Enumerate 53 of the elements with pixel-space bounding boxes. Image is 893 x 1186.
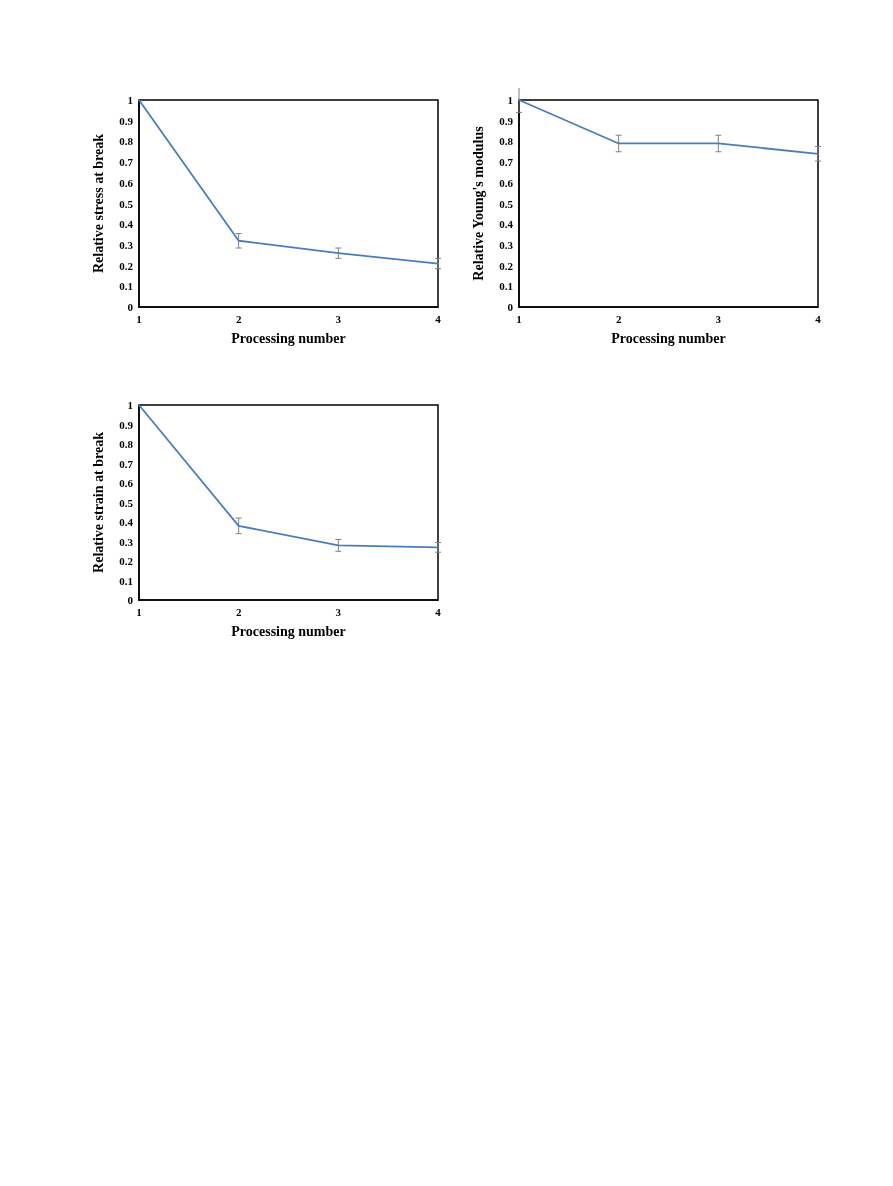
y-axis-title: Relative stress at break — [90, 133, 106, 274]
x-tick-label: 2 — [235, 312, 242, 325]
y-tick-label: 0.6 — [119, 176, 134, 189]
x-tick-label: 4 — [815, 312, 822, 325]
y-tick-label: 1 — [127, 94, 133, 106]
y-tick-label: 0.5 — [119, 197, 134, 210]
y-tick-label: 0.1 — [119, 574, 133, 587]
y-axis-title: Relative strain at break — [90, 431, 106, 573]
x-tick-label: 4 — [435, 312, 442, 325]
line-series — [138, 99, 439, 265]
y-tick-label: 1 — [507, 94, 513, 106]
y-tick-label: 0.9 — [119, 418, 134, 431]
y-tick-label: 0.5 — [119, 496, 134, 509]
y-tick-label: 0.2 — [499, 259, 514, 272]
y-tick-label: 0.3 — [499, 238, 514, 251]
y-tick-label: 0.3 — [119, 535, 134, 548]
y-tick-label: 0.7 — [499, 156, 514, 169]
x-tick-label: 2 — [235, 605, 242, 618]
y-tick-label: 0.5 — [499, 197, 514, 210]
y-axis-title: Relative Young's modulus — [470, 125, 486, 281]
y-tick-label: 0 — [127, 594, 134, 606]
y-tick-label: 0.9 — [499, 114, 514, 127]
y-tick-label: 0.1 — [119, 280, 133, 293]
y-tick-label: 0.8 — [119, 438, 134, 450]
line-series — [138, 404, 439, 549]
y-tick-label: 0 — [127, 301, 134, 313]
y-tick-label: 0.4 — [499, 218, 514, 231]
y-tick-label: 0.6 — [119, 477, 134, 489]
y-tick-label: 0.6 — [499, 176, 514, 189]
y-tick-label: 0.4 — [119, 218, 134, 231]
y-tick-label: 0.3 — [119, 238, 134, 251]
x-tick-label: 3 — [715, 312, 722, 325]
x-axis-title: Processing number — [611, 330, 726, 346]
y-tick-label: 0 — [507, 301, 514, 313]
x-tick-label: 1 — [136, 312, 142, 325]
y-tick-label: 0.4 — [119, 516, 134, 528]
y-tick-label: 0.8 — [499, 135, 514, 148]
y-tick-label: 1 — [127, 399, 133, 411]
x-axis-title: Processing number — [231, 623, 346, 639]
y-tick-label: 0.7 — [119, 457, 134, 470]
x-tick-label: 3 — [335, 605, 342, 618]
y-tick-label: 0.8 — [119, 135, 134, 148]
y-tick-label: 0.2 — [119, 555, 134, 567]
y-tick-label: 0.9 — [119, 114, 134, 127]
y-tick-label: 0.2 — [119, 259, 134, 272]
x-tick-label: 4 — [435, 605, 442, 618]
y-tick-label: 0.7 — [119, 156, 134, 169]
x-axis-title: Processing number — [231, 330, 346, 346]
y-tick-label: 0.1 — [499, 280, 513, 293]
x-tick-label: 2 — [615, 312, 622, 325]
x-tick-label: 1 — [136, 605, 142, 618]
x-tick-label: 1 — [516, 312, 522, 325]
x-tick-label: 3 — [335, 312, 342, 325]
